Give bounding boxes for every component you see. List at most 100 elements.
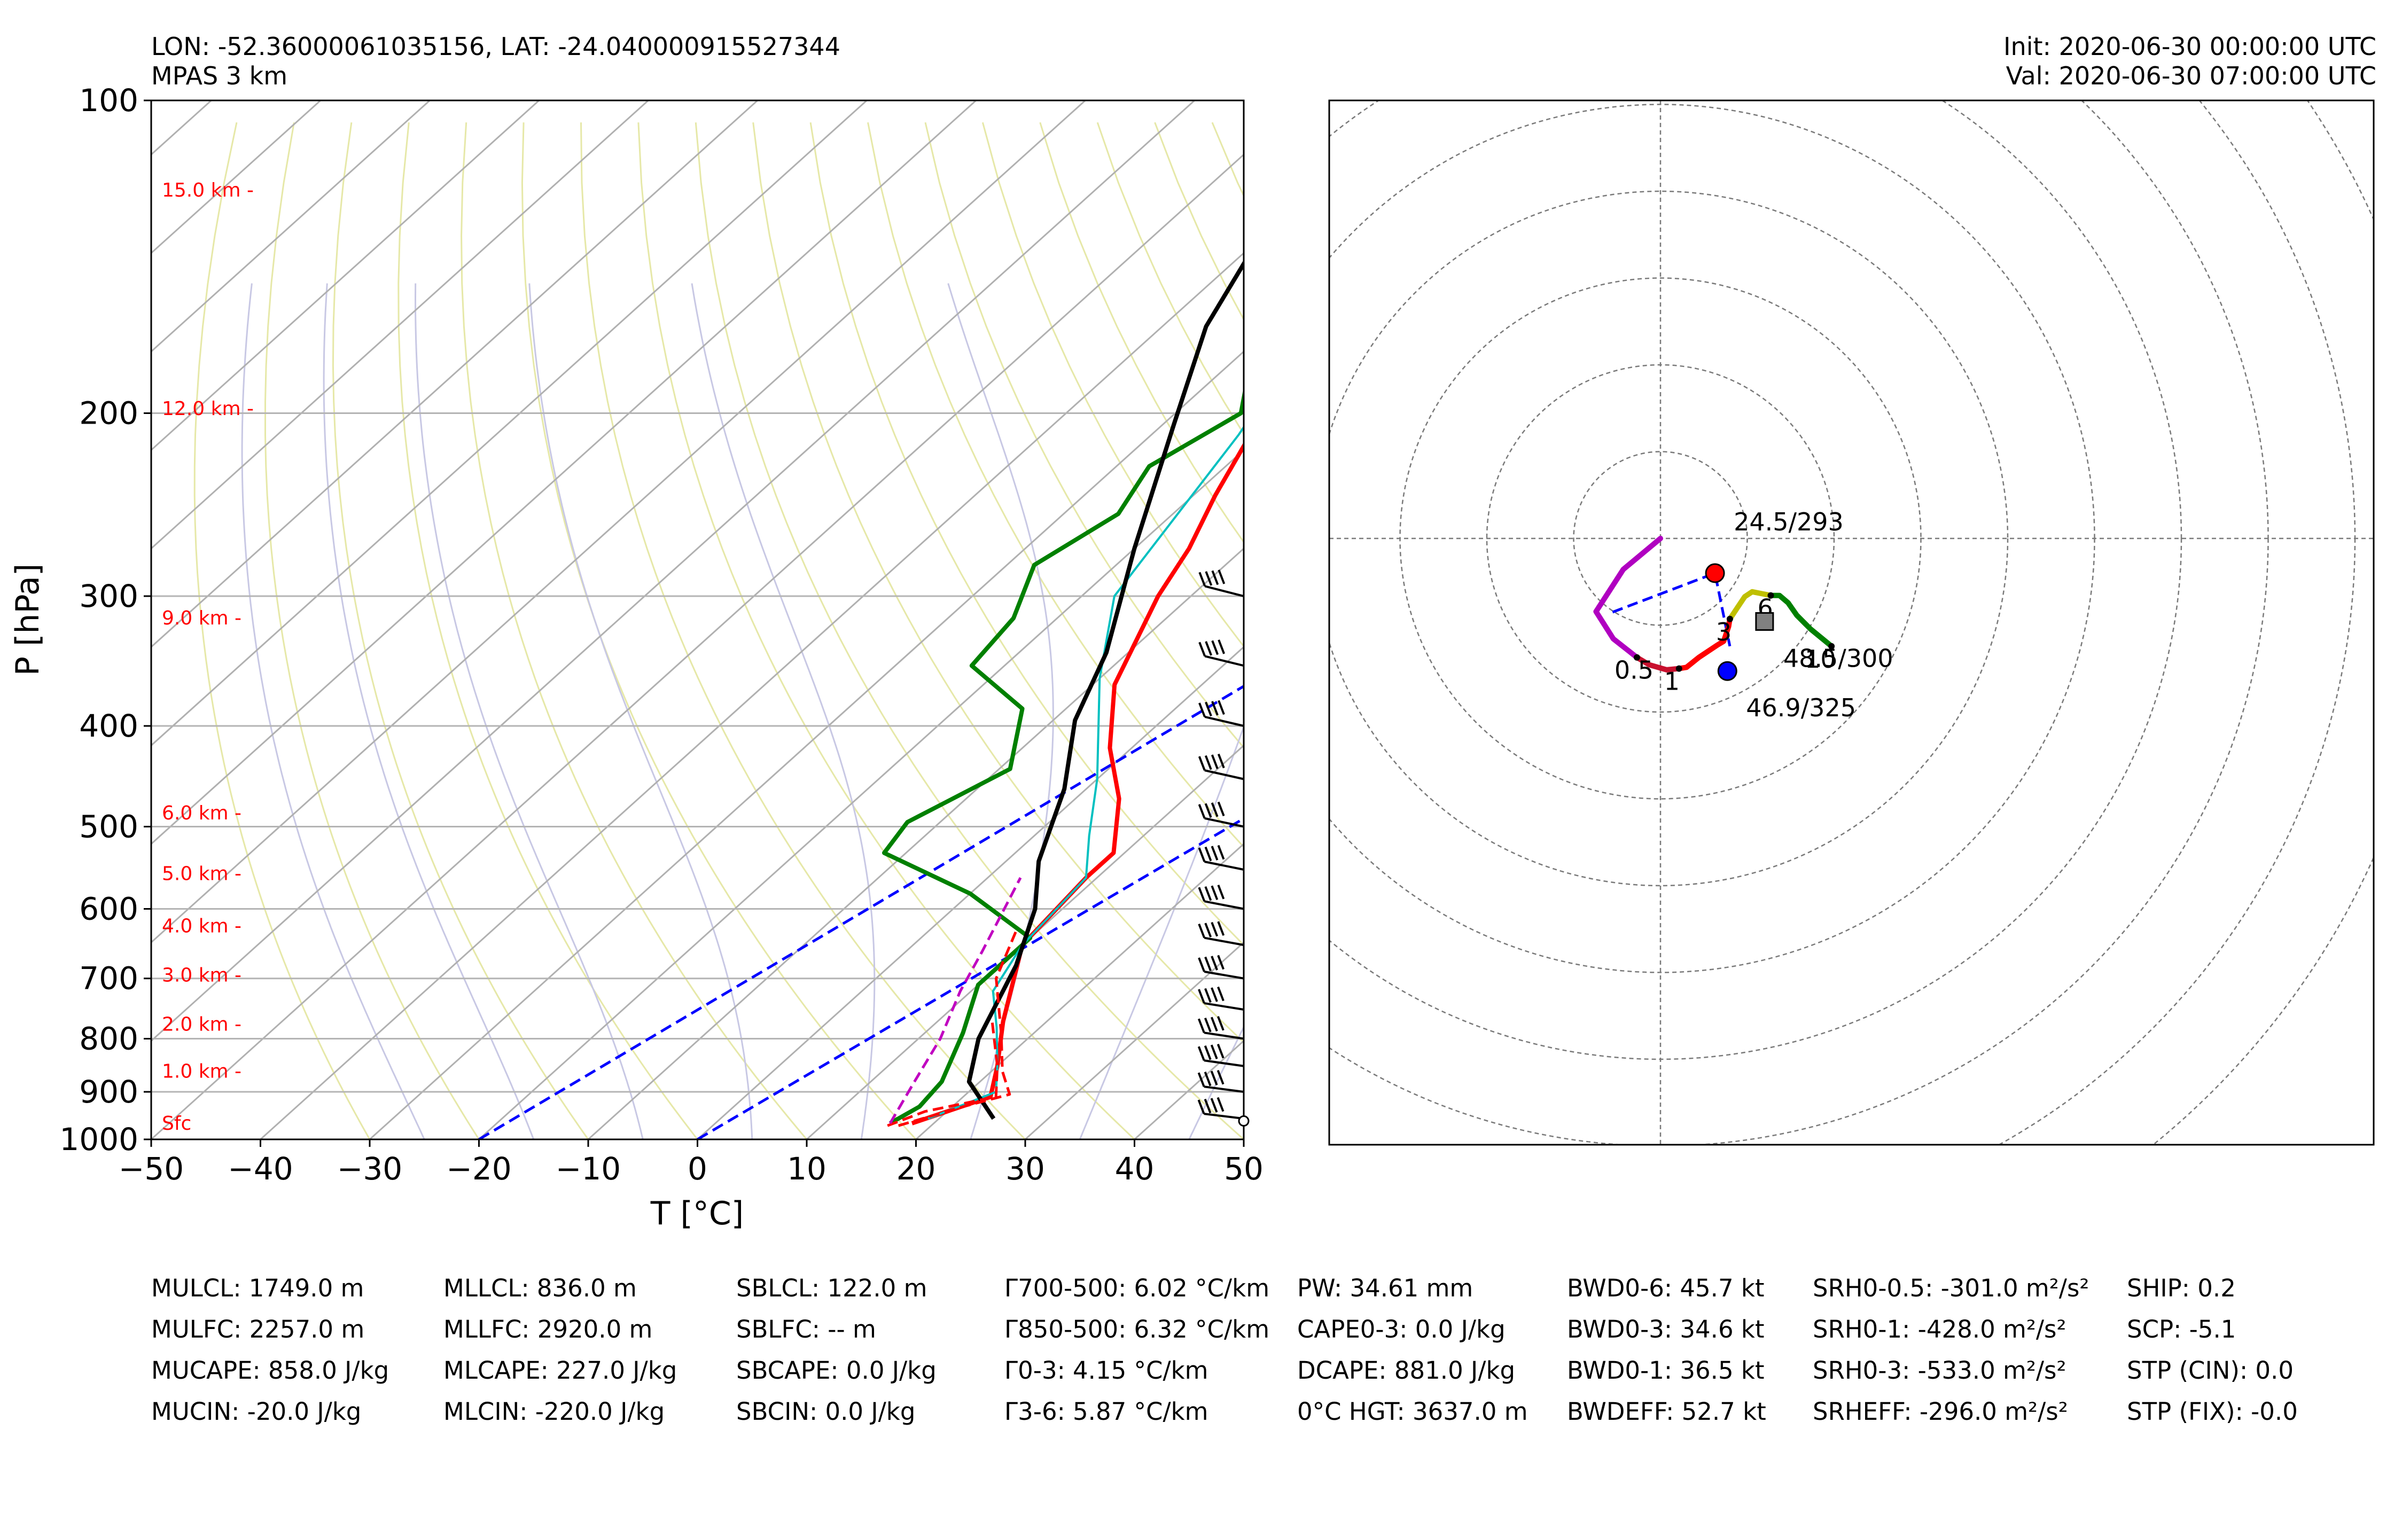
wind-barbs: [1197, 569, 1250, 1127]
height-labels: Sfc 1.0 km - 2.0 km - 3.0 km - 4.0 km - 5.0 k…: [162, 179, 254, 1135]
isotherm: [151, 100, 1086, 944]
profile-downdraft-parcel: [887, 1021, 999, 1127]
hodograph-height-dot: [1828, 643, 1835, 650]
isotherm: [587, 547, 1244, 1139]
index-value: BWD0-3: 34.6 kt: [1567, 1315, 1765, 1343]
mean-wind-label: 48.5/300: [1783, 644, 1893, 673]
wind-barb-flag: [1205, 701, 1212, 717]
dry-adiabat: [1671, 122, 2402, 1161]
wind-barb-flag: [1204, 988, 1212, 1003]
index-value: PW: 34.61 mm: [1297, 1274, 1473, 1302]
height-label: 9.0 km -: [162, 607, 241, 629]
height-label: 3.0 km -: [162, 965, 241, 987]
wind-barb-staff: [1204, 971, 1244, 980]
wind-barb-flag: [1216, 1070, 1225, 1085]
wind-barb-flag: [1216, 1097, 1225, 1112]
index-value: STP (FIX): -0.0: [2127, 1397, 2298, 1426]
index-value: BWD0-1: 36.5 kt: [1567, 1356, 1765, 1385]
isotherm: [151, 100, 868, 747]
skewt-xlabel: T [°C]: [650, 1195, 744, 1232]
hodograph-segment: [1634, 654, 1682, 673]
wind-barb-staff: [1204, 861, 1244, 871]
wind-barb-flag: [1198, 957, 1205, 972]
isotherm: [260, 252, 1244, 1139]
right-mover-label: 24.5/293: [1734, 507, 1844, 536]
index-value: MLLFC: 2920.0 m: [443, 1315, 653, 1343]
wind-barb-flag: [1210, 1044, 1218, 1059]
wind-barb-flag: [1204, 803, 1212, 818]
index-value: MUCIN: -20.0 J/kg: [151, 1397, 362, 1426]
wind-barb-flag: [1198, 989, 1205, 1004]
wind-barb-staff: [1204, 1031, 1244, 1040]
skewt-frame: [150, 99, 1245, 1140]
dry-adiabat: [809, 122, 1244, 947]
hodograph-segment: [1593, 536, 1663, 660]
dry-adiabat: [867, 122, 1244, 848]
wind-barb-flag: [1217, 801, 1225, 817]
dry-adiabat: [1211, 122, 1244, 198]
y-tick-label: 600: [79, 891, 138, 927]
isotherm: [1024, 941, 1244, 1139]
wind-barb-flag: [1211, 956, 1218, 971]
dry-adiabat: [264, 122, 480, 1139]
x-tick-label: −10: [556, 1151, 621, 1187]
index-value: SRH0-1: -428.0 m²/s²: [1813, 1315, 2066, 1343]
wind-barb-flag: [1204, 956, 1212, 972]
wind-barb-flag: [1211, 802, 1219, 817]
isotherm: [1134, 1039, 1244, 1139]
hodograph-height-dot: [1633, 654, 1640, 661]
index-value: MUCAPE: 858.0 J/kg: [151, 1356, 389, 1385]
wind-barb-flag: [1211, 701, 1219, 716]
hodograph-segment: [1727, 589, 1774, 622]
wind-barb-staff: [1204, 817, 1244, 828]
index-value: SRHEFF: -296.0 m²/s²: [1813, 1397, 2068, 1426]
y-tick-label: 200: [79, 395, 138, 432]
x-tick-label: 40: [1115, 1151, 1155, 1187]
height-label: Sfc: [162, 1113, 191, 1135]
wind-barb-flag: [1197, 1099, 1205, 1114]
profile-virtual-temperature: [927, 425, 1244, 1120]
wind-barb-flag: [1204, 755, 1212, 770]
wind-barb-flag: [1217, 753, 1225, 769]
wind-barb-flag: [1198, 887, 1206, 902]
hodograph-segment: [1768, 592, 1835, 649]
wind-barb-flag: [1204, 1045, 1212, 1060]
y-tick-label: 400: [79, 708, 138, 744]
wind-barb-flag: [1197, 1046, 1205, 1061]
index-value: SRH0-0.5: -301.0 m²/s²: [1813, 1274, 2089, 1302]
left-mover-label: 46.9/325: [1746, 693, 1856, 722]
isotherm: [151, 153, 1244, 1139]
skewt-axes: −50 −40 −30 −20 −10 0 10 20 30 40 50 100 200 300 400 50…: [59, 82, 1264, 1187]
calm-wind-circle: [1238, 1115, 1250, 1127]
wind-barb-flag: [1217, 845, 1225, 860]
index-value: BWD0-6: 45.7 kt: [1567, 1274, 1765, 1302]
dry-adiabat: [580, 122, 1027, 1139]
wind-barb-flag: [1204, 1018, 1212, 1033]
x-tick-label: −20: [446, 1151, 511, 1187]
x-tick-label: −40: [228, 1151, 293, 1187]
hodograph-height-label: 3: [1716, 617, 1732, 646]
wind-barb-flag: [1205, 571, 1213, 586]
height-label: 15.0 km -: [162, 179, 254, 201]
dry-adiabat: [397, 122, 699, 1139]
wind-barb-flag: [1211, 570, 1219, 585]
moist-adiabat: [241, 283, 425, 1139]
profile-parcel: [966, 260, 1244, 1120]
isotherm: [697, 646, 1244, 1139]
wind-barb-flag: [1211, 885, 1219, 901]
moist-adiabat: [691, 283, 876, 1139]
x-tick-label: 10: [787, 1151, 826, 1187]
wind-barb-flag: [1198, 702, 1206, 717]
right-mover-marker: [1705, 563, 1725, 583]
wind-barb-flag: [1198, 923, 1206, 939]
isotherm: [1243, 1138, 1244, 1139]
skewt-background-lines: [151, 100, 2402, 1161]
y-tick-label: 100: [79, 82, 138, 119]
height-label: 4.0 km -: [162, 915, 241, 937]
wind-barb-flag: [1204, 886, 1212, 901]
wind-barb-flag: [1217, 986, 1225, 1002]
height-label: 2.0 km -: [162, 1014, 241, 1036]
x-tick-label: −50: [119, 1151, 184, 1187]
hodograph-height-label: 1: [1664, 667, 1680, 696]
